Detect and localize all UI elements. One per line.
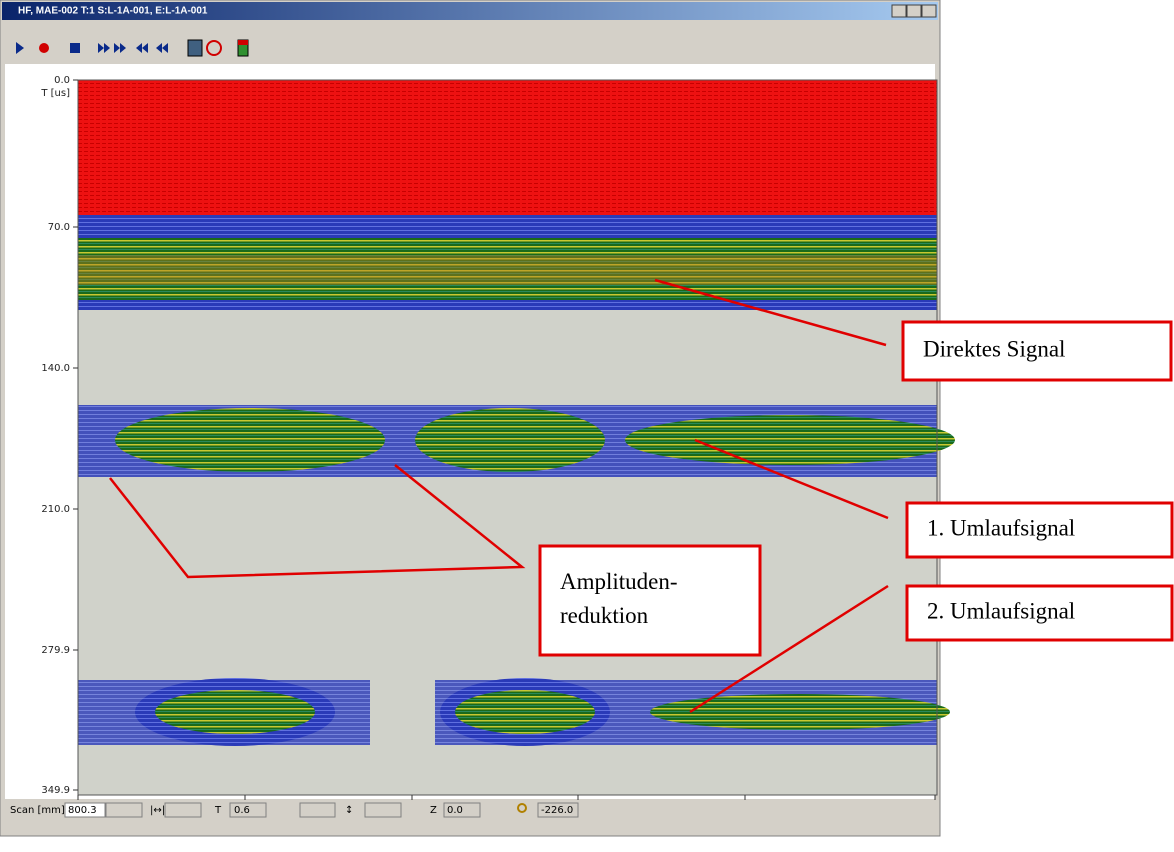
annotation-text: Direktes Signal	[923, 336, 1065, 361]
window-buttons[interactable]	[892, 5, 936, 17]
scan-value: 800.3	[68, 805, 97, 816]
screen: HF, MAE-002 T:1 S:L-1A-001, E:L-1A-001 0…	[0, 0, 1174, 852]
annotation-text: 2. Umlaufsignal	[927, 598, 1075, 623]
y-tick-label: 279.9	[41, 645, 70, 656]
t-value: 0.6	[234, 805, 250, 816]
annotation-text: 1. Umlaufsignal	[927, 515, 1075, 540]
annotation-box	[540, 546, 760, 655]
z-label: Z	[430, 805, 437, 816]
z-value: 0.0	[447, 805, 463, 816]
range-icon: |↔|	[150, 805, 165, 816]
y-tick-label: 210.0	[41, 504, 70, 515]
scan-label: Scan [mm]	[10, 805, 65, 816]
y-tick-label: 0.0	[54, 75, 70, 86]
t-label: T	[214, 805, 222, 816]
window-title: HF, MAE-002 T:1 S:L-1A-001, E:L-1A-001	[18, 6, 208, 17]
y-tick-label: 70.0	[48, 222, 70, 233]
y-tick-label: 349.9	[41, 785, 70, 796]
t-range-icon: ↕	[345, 805, 353, 816]
b-scan	[78, 80, 955, 795]
y-tick-label: 140.0	[41, 363, 70, 374]
zoom-value: -226.0	[541, 805, 573, 816]
y-axis-unit: T [us]	[40, 88, 70, 99]
annotation-text: reduktion	[560, 603, 649, 628]
status-bar: Scan [mm] 800.3 |↔| T 0.6 ↕ Z 0.0 -226.0	[5, 800, 935, 820]
annotation-text: Amplituden-	[560, 569, 678, 594]
